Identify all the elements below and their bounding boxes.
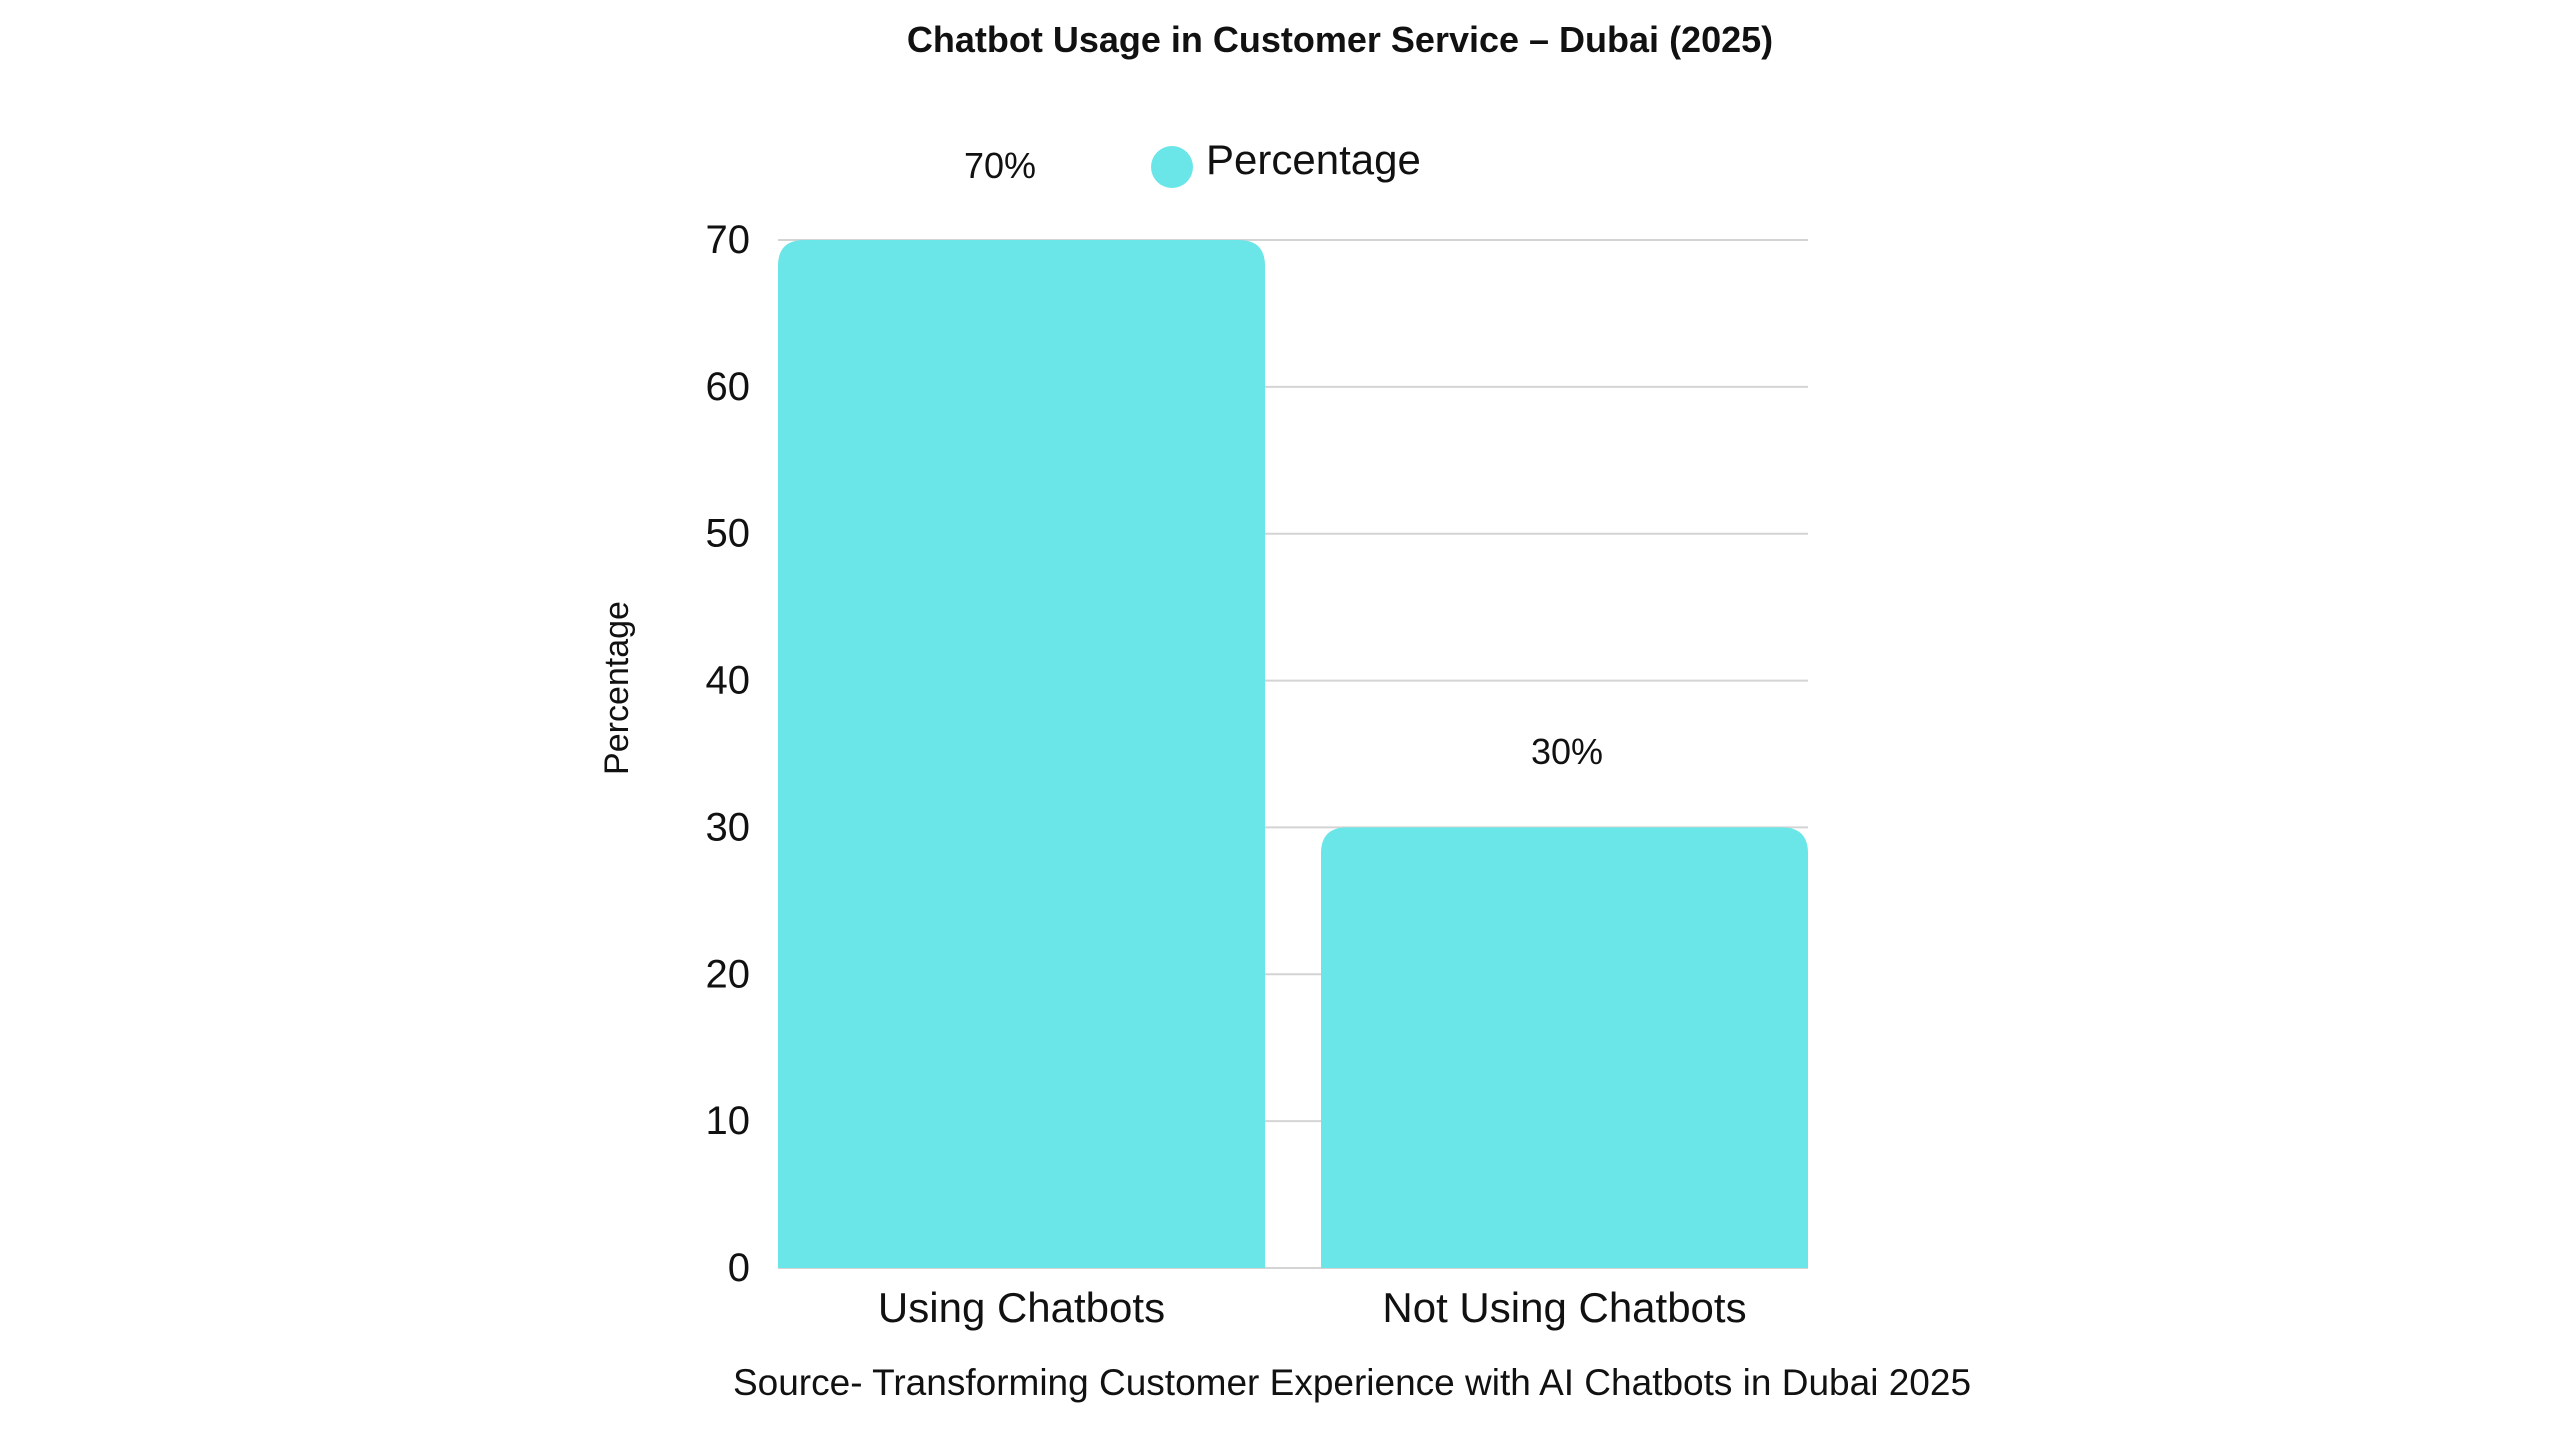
y-tick-label: 30 [706, 805, 751, 849]
legend-label: Percentage [1206, 136, 1421, 183]
y-tick-label: 60 [706, 365, 751, 409]
data-label: 70% [964, 145, 1036, 186]
x-tick-label: Using Chatbots [878, 1284, 1165, 1331]
y-axis-label: Percentage [598, 601, 636, 775]
y-tick-label: 20 [706, 952, 751, 996]
bar-not-using-chatbots [1321, 827, 1808, 1268]
bars [778, 240, 1808, 1268]
bar-using-chatbots [778, 240, 1265, 1268]
data-label: 30% [1531, 731, 1603, 772]
x-axis-tick-labels: Using Chatbots Not Using Chatbots [878, 1284, 1747, 1331]
y-tick-label: 70 [706, 218, 751, 262]
legend: Percentage [1151, 136, 1421, 188]
source-note: Source- Transforming Customer Experience… [733, 1362, 1971, 1403]
y-tick-label: 10 [706, 1099, 751, 1143]
y-axis-tick-labels: 0 10 20 30 40 50 60 70 [706, 218, 751, 1290]
y-tick-label: 0 [728, 1246, 750, 1290]
x-tick-label: Not Using Chatbots [1382, 1284, 1746, 1331]
y-tick-label: 50 [706, 512, 751, 556]
legend-swatch [1151, 146, 1193, 188]
y-tick-label: 40 [706, 659, 751, 703]
chart-title: Chatbot Usage in Customer Service – Duba… [907, 19, 1773, 60]
data-labels: 70% 30% [964, 145, 1603, 772]
